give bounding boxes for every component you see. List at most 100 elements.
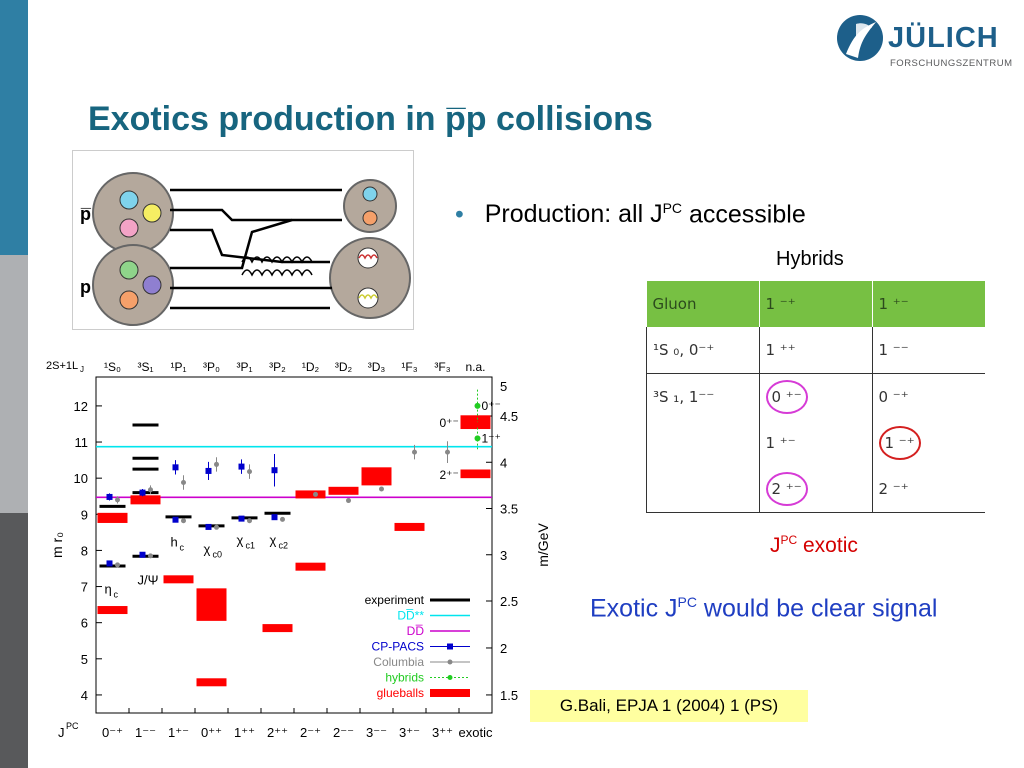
hybrid-label: 0⁺⁻ (482, 399, 501, 413)
columbia-point (115, 562, 120, 568)
top-label: ¹F₃ (401, 360, 417, 374)
y-tick-label-right: 2 (500, 641, 507, 656)
state-label: h (171, 534, 178, 549)
columbia-point (247, 469, 252, 475)
columbia-point (214, 461, 219, 467)
hybrids-header-cell: 1 ⁺⁻ (872, 281, 985, 327)
columbia-point (346, 498, 351, 504)
charmonium-spectrum-chart: 4 5 6 7 8 9 10 11 12 1.5 2 2.5 3 3.5 4 4.5 5 m r₀ m/GeV 0⁻⁺… (46, 360, 551, 740)
y-tick-label-right: 4 (500, 455, 507, 470)
legend-label: CP-PACS (372, 640, 424, 654)
hybrids-header-row: Gluon 1 ⁻⁺ 1 ⁺⁻ (646, 281, 985, 327)
state-label: χ (204, 542, 211, 557)
sidebar-stripe-blue (0, 0, 28, 255)
columbia-point (247, 518, 252, 524)
cppacs-point (271, 467, 278, 474)
glueball-bar (295, 490, 326, 499)
legend-swatch (430, 689, 470, 697)
legend-label: DD̅** (397, 609, 424, 623)
y-tick-label-left: 9 (81, 507, 88, 522)
hybrids-cell: 1 ⁻⁻ (872, 327, 985, 374)
cppacs-point (139, 489, 146, 496)
signal-statement: Exotic JPC would be clear signal (590, 594, 937, 623)
hybrid-label: 1⁻⁺ (482, 431, 501, 445)
y-tick-label-left: 10 (74, 471, 88, 486)
cppacs-point (238, 463, 245, 470)
top-label: ³P₁ (236, 360, 252, 374)
exotic-sup: PC (780, 533, 798, 547)
glueball-label: 2⁺⁻ (440, 468, 459, 482)
x-tick-label: 2⁻⁻ (333, 725, 354, 740)
hybrids-cell-circled: 1 ⁻⁺ (872, 420, 985, 466)
glueball-bar (361, 467, 392, 486)
bullet-sup: PC (662, 200, 683, 216)
exotic-text: exotic (797, 534, 858, 557)
y-tick-label-left: 5 (81, 652, 88, 667)
y-tick-label-left: 7 (81, 580, 88, 595)
bottom-row-label-sup: PC (66, 721, 79, 731)
hybrids-cell (646, 420, 760, 466)
top-label: ³F₃ (434, 360, 450, 374)
cppacs-point (106, 560, 113, 567)
glueball-bar (130, 495, 161, 505)
columbia-point (181, 479, 186, 485)
columbia-point (148, 553, 153, 559)
signal-after: would be clear signal (696, 594, 938, 623)
cppacs-point (172, 516, 179, 523)
glueball-bar (196, 678, 227, 687)
y-tick-label-left: 4 (81, 688, 88, 703)
hybrid-point (474, 435, 481, 442)
columbia-point (280, 516, 285, 522)
legend-label: DD̅ (407, 624, 425, 638)
glueball-bar (328, 486, 359, 495)
state-label: χ (237, 533, 244, 548)
logo-wordmark: JÜLICH (888, 22, 999, 54)
y-tick-label-right: 4.5 (500, 409, 518, 424)
logo-subtitle: FORSCHUNGSZENTRUM (890, 58, 1013, 69)
sidebar-stripe-gray (0, 255, 28, 513)
state-label-sub: c (180, 542, 185, 552)
y-tick-label-left: 12 (74, 399, 88, 414)
sidebar-decoration (0, 0, 28, 768)
top-label: ³D₃ (368, 360, 386, 374)
legend-marker (447, 643, 453, 650)
top-row-label-sub: J (80, 365, 84, 374)
hybrids-cell-text: 0 ⁺⁻ (765, 380, 808, 414)
glueball-bar (262, 624, 293, 633)
julich-logo-icon (836, 14, 884, 62)
top-label: ³P₂ (269, 360, 286, 374)
top-label: ³P₀ (203, 360, 220, 374)
glueball-bar (295, 562, 326, 571)
hybrids-cell: 1 ⁺⁺ (759, 327, 873, 374)
hybrids-cell: 0 ⁻⁺ (878, 388, 909, 406)
y-tick-label-left: 11 (75, 435, 89, 450)
plot-frame (95, 376, 493, 714)
x-tick-label: 3⁻⁻ (366, 725, 387, 740)
exotic-label: JPC exotic (770, 533, 858, 558)
hybrids-cell: ¹S ₀, 0⁻⁺ (646, 327, 760, 374)
cppacs-point (139, 551, 146, 558)
columbia-point (412, 449, 417, 455)
legend-label: Columbia (373, 655, 424, 669)
production-diagram: p̅ p (72, 150, 414, 330)
columbia-point (445, 449, 450, 455)
hybrids-cell (646, 466, 760, 513)
cppacs-point (106, 493, 113, 500)
x-tick-label: 1⁺⁺ (234, 725, 255, 740)
state-label: J/Ψ (138, 572, 159, 587)
top-label: ¹D₂ (302, 360, 320, 374)
columbia-point (313, 491, 318, 497)
hybrids-cell: 1 ⁺⁻ (759, 420, 873, 466)
y-tick-label-right: 2.5 (500, 594, 518, 609)
production-bullet: • Production: all JPC accessible (455, 200, 806, 229)
y-tick-label-right: 5 (500, 379, 507, 394)
legend-label: experiment (365, 593, 425, 607)
cppacs-point (205, 523, 212, 530)
cppacs-point (238, 515, 245, 522)
hybrids-row: 2 ⁺⁻ 2 ⁻⁺ (646, 466, 985, 513)
legend-marker (447, 659, 453, 665)
cppacs-point (172, 464, 179, 471)
pbar-label: p̅ (80, 204, 92, 224)
state-label-sub: c2 (279, 541, 289, 551)
bottom-row-label: J (58, 725, 65, 740)
